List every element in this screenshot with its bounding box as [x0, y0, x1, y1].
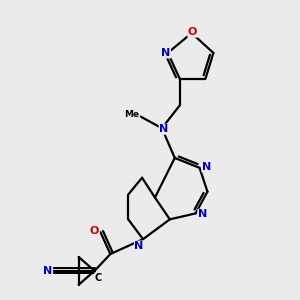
Text: N: N: [43, 266, 52, 276]
Text: N: N: [159, 124, 169, 134]
Text: C: C: [95, 273, 102, 283]
Text: N: N: [202, 162, 211, 172]
Text: N: N: [198, 209, 207, 219]
Text: O: O: [90, 226, 99, 236]
Text: Me: Me: [124, 110, 140, 119]
Text: O: O: [188, 27, 197, 37]
Text: N: N: [161, 48, 170, 58]
Text: N: N: [134, 241, 144, 251]
